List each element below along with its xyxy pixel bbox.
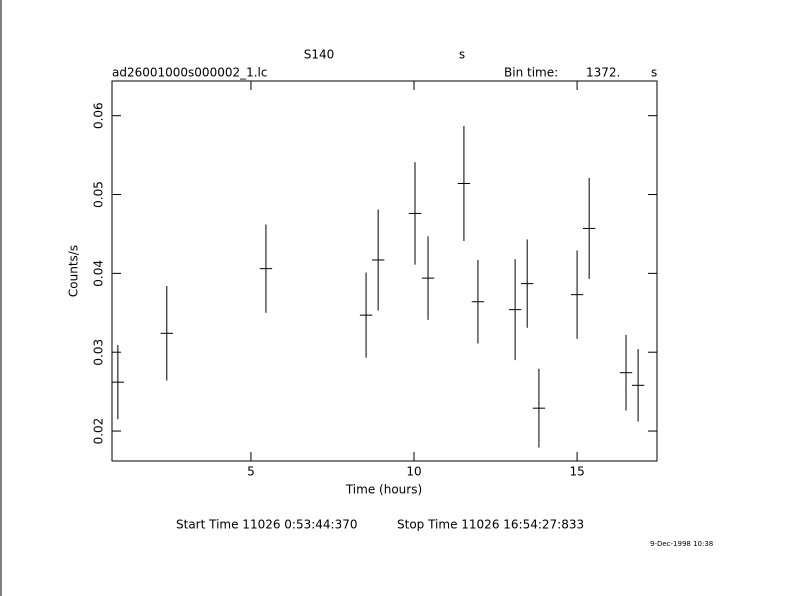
x-tick-label: 5 [247,465,255,479]
y-tick-label: 0.03 [92,339,106,366]
start-time: Start Time 11026 0:53:44:370 [176,518,358,532]
stop-time: Stop Time 11026 16:54:27:833 [397,518,584,532]
y-tick-label: 0.04 [92,260,106,287]
bin-time-unit: s [651,66,657,80]
y-tick-label: 0.02 [92,418,106,445]
chart-title: S140 [304,48,335,62]
date-stamp: 9-Dec-1998 10:38 [650,540,713,548]
x-tick-label: 10 [406,465,421,479]
x-tick-label: 15 [569,465,584,479]
y-tick-label: 0.06 [92,102,106,129]
bin-time-label: Bin time: [504,66,558,80]
y-tick-label: 0.05 [92,181,106,208]
title-unit: s [459,48,465,62]
file-name: ad26001000s000002_1.lc [112,66,268,80]
y-axis-label: Counts/s [67,245,81,297]
plot-frame [111,80,658,462]
bin-time: 1372. [586,66,620,80]
x-axis-label: Time (hours) [345,483,422,497]
